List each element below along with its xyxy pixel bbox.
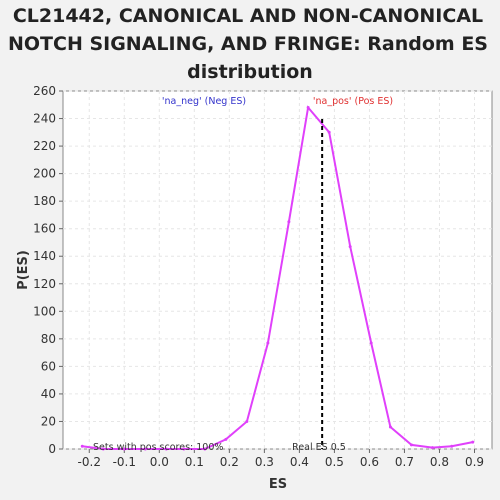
x-tick-label: 0.1	[185, 455, 204, 469]
data-point	[164, 447, 168, 451]
y-tick-label: 240	[33, 112, 56, 126]
y-tick-label: 60	[41, 359, 56, 373]
data-point	[388, 425, 392, 429]
data-point	[327, 130, 331, 134]
es-series-line	[82, 105, 473, 450]
neg-es-annotation: 'na_neg' (Neg ES)	[162, 96, 246, 107]
data-point	[348, 245, 352, 249]
pos-es-annotation: 'na_pos' (Pos ES)	[313, 96, 393, 107]
data-point	[122, 447, 126, 451]
chart-title-line-3: distribution	[187, 61, 313, 83]
real-es-label: Real ES 0.5	[292, 442, 346, 453]
tick-layer: -0.2 -0.1 0.0 0.1 0.2 0.3 0.4 0.5 0.6 0.7 0.8 0.9 0 2…	[33, 84, 484, 469]
x-tick-label: 0.2	[220, 455, 239, 469]
x-tick-label: 0.4	[290, 455, 309, 469]
y-tick-label: 0	[48, 442, 56, 456]
x-tick-label: 0.7	[395, 455, 414, 469]
data-point	[101, 447, 105, 451]
x-tick-label: 0.0	[150, 455, 169, 469]
y-tick-label: 180	[33, 194, 56, 208]
data-point	[369, 341, 373, 345]
x-tick-label: 0.3	[255, 455, 274, 469]
data-point	[450, 444, 454, 448]
y-tick-label: 20	[41, 414, 56, 428]
data-point	[224, 437, 228, 441]
data-point	[306, 106, 310, 110]
y-tick-label: 40	[41, 387, 56, 401]
data-point	[287, 220, 291, 224]
x-tick-label: -0.2	[78, 455, 101, 469]
x-tick-label: -0.1	[113, 455, 136, 469]
data-point	[245, 419, 249, 423]
data-point	[471, 440, 475, 444]
y-tick-label: 220	[33, 139, 56, 153]
y-tick-label: 200	[33, 167, 56, 181]
x-axis-label: ES	[269, 477, 287, 492]
x-tick-label: 0.8	[430, 455, 449, 469]
x-tick-label: 0.6	[360, 455, 379, 469]
data-point	[203, 447, 207, 451]
y-tick-label: 100	[33, 304, 56, 318]
data-point	[182, 447, 186, 451]
y-tick-label: 120	[33, 277, 56, 291]
plot-area	[62, 90, 493, 450]
chart-title-line-1: CL21442, CANONICAL AND NON-CANONICAL	[13, 5, 483, 27]
y-tick-label: 260	[33, 84, 56, 98]
data-point	[409, 443, 413, 447]
data-point	[143, 447, 147, 451]
x-tick-label: 0.9	[465, 455, 484, 469]
y-tick-label: 160	[33, 222, 56, 236]
data-point	[80, 444, 84, 448]
point-layer	[80, 106, 475, 451]
sets-pos-scores-annotation: Sets with pos scores: 100%	[93, 442, 223, 453]
y-tick-label: 80	[41, 332, 56, 346]
x-tick-label: 0.5	[325, 455, 344, 469]
data-point	[266, 341, 270, 345]
y-tick-label: 140	[33, 249, 56, 263]
data-point	[430, 446, 434, 450]
chart-title-line-2: NOTCH SIGNALING, AND FRINGE: Random ES	[8, 33, 488, 55]
y-axis-label: P(ES)	[16, 250, 31, 290]
